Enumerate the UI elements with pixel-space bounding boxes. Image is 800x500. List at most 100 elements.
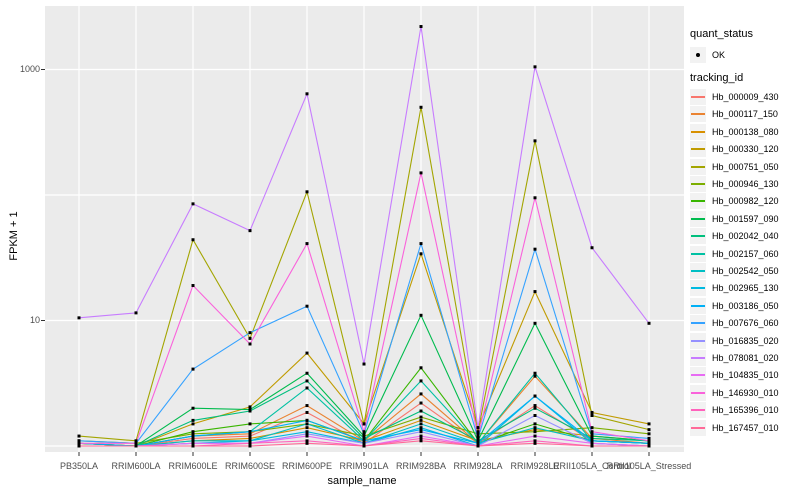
legend-item-label: Hb_000751_050 [712, 161, 779, 172]
line-swatch [691, 287, 705, 290]
data-point [533, 247, 537, 251]
data-point [305, 351, 309, 355]
legend-key-point [690, 46, 706, 63]
line-swatch [691, 235, 705, 238]
data-point [533, 439, 537, 443]
legend-key-line [690, 263, 706, 279]
legend-item-label: Hb_003186_050 [712, 300, 779, 311]
legend-key-line [690, 141, 706, 158]
data-point [305, 432, 309, 436]
legend-key-line [690, 350, 706, 366]
data-point [419, 392, 423, 396]
data-point [191, 406, 195, 410]
data-point [647, 444, 651, 448]
line-swatch [691, 409, 705, 412]
data-point [191, 432, 195, 436]
data-point [533, 404, 537, 408]
x-tick-label: RRIM600PE [281, 461, 333, 471]
x-tick-label: RRII105LA_Stressed [606, 461, 692, 471]
data-point [77, 441, 81, 445]
legend-item-label: Hb_000946_130 [712, 179, 779, 189]
data-point [476, 439, 480, 443]
data-point [533, 65, 537, 69]
line-swatch [691, 322, 705, 325]
x-tick-label: RRIM928BA [395, 461, 447, 471]
legend-item-label: Hb_002157_060 [712, 248, 779, 259]
data-point [419, 422, 423, 426]
point-marker-icon [696, 52, 700, 57]
line-swatch [691, 96, 705, 98]
legend-item-label: Hb_007676_060 [712, 318, 779, 329]
data-point [476, 444, 480, 448]
data-point [419, 379, 423, 383]
data-point [533, 430, 537, 434]
legend-item-Hb_165396_010: Hb_165396_010 [690, 402, 779, 419]
data-point [305, 434, 309, 438]
legend-item-label: Hb_000117_150 [712, 109, 778, 120]
data-point [191, 238, 195, 242]
data-point [191, 418, 195, 422]
data-point [191, 430, 195, 434]
data-point [305, 439, 309, 443]
data-point [533, 290, 537, 294]
x-tick-label: RRIM600LE [168, 461, 218, 471]
legend-item-label: Hb_165396_010 [712, 405, 779, 416]
data-point [191, 439, 195, 443]
x-tick-label: RRIM901LA [339, 461, 389, 471]
x-tick-label: RRIM928LA [453, 461, 503, 471]
x-tick-label: RRII105LA_Control [552, 461, 632, 471]
legend-key-line [690, 228, 706, 245]
data-point [647, 441, 651, 445]
data-point [362, 441, 366, 445]
legend-item-Hb_000138_080: Hb_000138_080 [690, 123, 779, 140]
legend-item-Hb_167457_010: Hb_167457_010 [690, 419, 779, 436]
data-point [533, 422, 537, 426]
data-point [191, 367, 195, 371]
data-point [590, 410, 594, 414]
data-point [419, 242, 423, 246]
legend-item-label: Hb_078081_020 [712, 353, 779, 363]
data-point [77, 439, 81, 443]
line-swatch [691, 304, 705, 307]
data-point [647, 432, 651, 436]
data-point [533, 406, 537, 410]
data-point [248, 434, 252, 438]
legend-item-Hb_000009_430: Hb_000009_430 [690, 89, 779, 106]
line-swatch [691, 217, 705, 220]
legend-item-Hb_002542_050: Hb_002542_050 [690, 263, 779, 280]
data-point [590, 432, 594, 436]
data-point [191, 444, 195, 448]
data-point [248, 422, 252, 426]
data-point [419, 366, 423, 370]
legend-key-line [690, 176, 706, 192]
legend-title-tracking-id: tracking_id [690, 72, 744, 84]
data-point [590, 430, 594, 434]
data-point [419, 401, 423, 405]
data-point [305, 426, 309, 430]
legend-key-line [690, 280, 706, 297]
legend-item-label: Hb_002542_050 [712, 266, 779, 276]
legend-key-line [690, 210, 706, 227]
data-point [305, 410, 309, 414]
legend-item-Hb_146930_010: Hb_146930_010 [690, 384, 779, 401]
legend-item-Hb_016835_020: Hb_016835_020 [690, 332, 779, 349]
data-point [419, 409, 423, 413]
legend-key-line [690, 332, 706, 349]
data-point [476, 441, 480, 445]
legend-key-line [690, 315, 706, 332]
data-point [362, 430, 366, 434]
legend-key-line [690, 106, 706, 123]
data-point [590, 426, 594, 430]
data-point [305, 404, 309, 408]
data-point [134, 444, 138, 448]
data-point [77, 444, 81, 448]
data-point [305, 304, 309, 308]
data-point [77, 316, 81, 320]
data-point [134, 311, 138, 315]
x-tick-label: RRIM928LE [510, 461, 560, 471]
data-point [134, 439, 138, 443]
data-point [476, 436, 480, 440]
legend-item-Hb_000751_050: Hb_000751_050 [690, 158, 779, 175]
